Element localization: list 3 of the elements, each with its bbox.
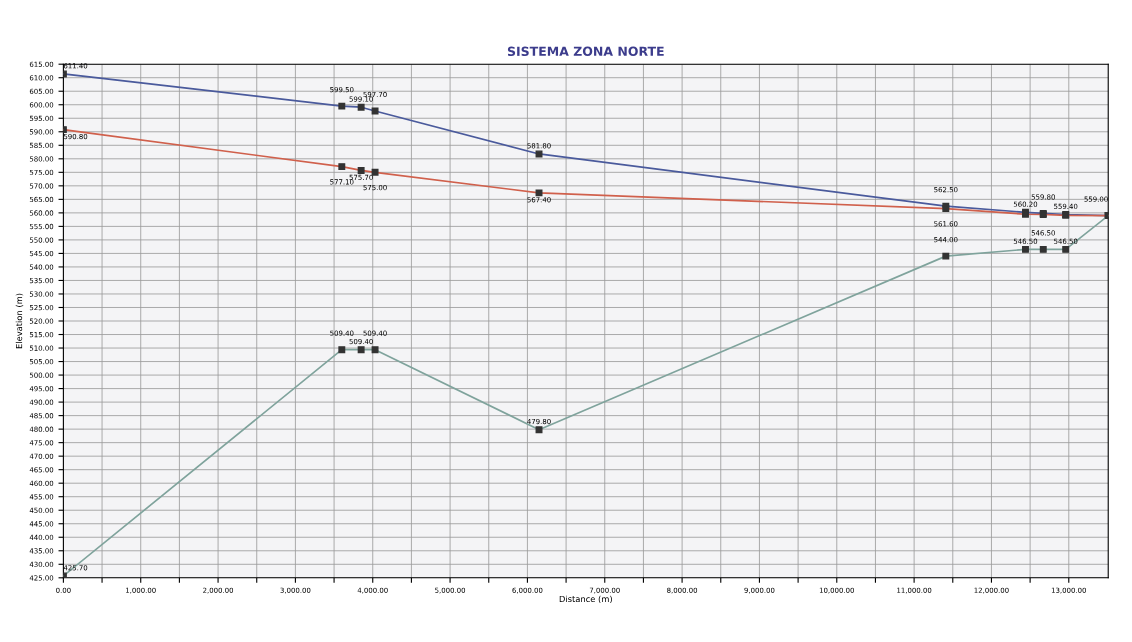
x-axis-title: Distance (m)	[559, 595, 612, 604]
y-axis-title: Elevation (m)	[15, 293, 24, 349]
chart-title: SISTEMA ZONA NORTE	[507, 46, 664, 57]
